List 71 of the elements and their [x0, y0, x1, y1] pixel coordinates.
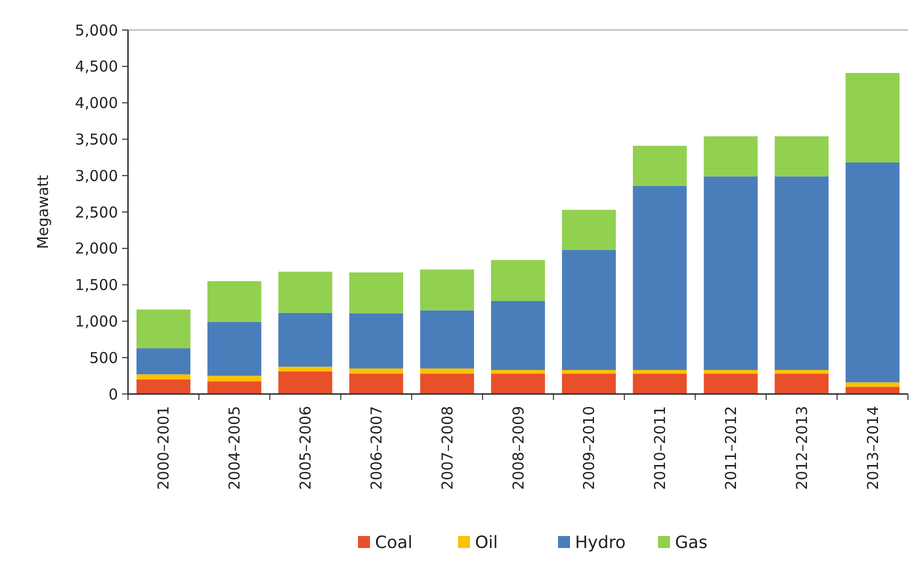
bar	[136, 310, 190, 348]
y-tick-label: 500	[89, 348, 118, 367]
bar	[278, 366, 332, 372]
y-tick-label: 1,000	[75, 312, 118, 330]
bar	[704, 374, 758, 394]
bar	[278, 312, 332, 367]
y-tick-label: 5,000	[75, 21, 118, 40]
x-tick-label: 2004–2005	[226, 406, 244, 490]
bar	[491, 300, 545, 370]
bar	[774, 136, 829, 176]
bar	[846, 382, 900, 387]
x-tick-label: 2011–2012	[722, 406, 740, 490]
bar	[349, 368, 404, 374]
x-tick-label: 2010–2011	[651, 406, 670, 490]
legend-label: Oil	[475, 533, 498, 553]
bar	[632, 374, 687, 394]
bar	[420, 374, 474, 394]
bar	[562, 374, 616, 394]
y-tick-label: 4,000	[75, 94, 118, 112]
bar	[704, 176, 758, 370]
x-tick-label: 2000–2001	[154, 406, 173, 490]
x-tick-label: 2013–2014	[864, 406, 882, 490]
bar	[278, 371, 332, 394]
y-tick-label: 3,000	[75, 166, 118, 185]
bar	[420, 368, 474, 374]
bar	[207, 381, 262, 394]
bar	[846, 386, 900, 394]
y-tick-label: 4,500	[75, 58, 118, 76]
bar	[632, 186, 687, 370]
y-tick-label: 3,500	[75, 130, 118, 148]
bar	[349, 313, 404, 369]
bar	[846, 162, 900, 382]
bar	[136, 379, 190, 394]
legend-label: Gas	[675, 533, 708, 553]
bar	[846, 72, 900, 162]
bar	[632, 146, 687, 186]
bar	[704, 136, 758, 176]
bar	[349, 272, 404, 314]
x-tick-label: 2012–2013	[792, 406, 811, 490]
x-tick-label: 2006–2007	[367, 406, 386, 490]
x-tick-label: 2005–2006	[296, 406, 315, 490]
bar	[491, 260, 545, 301]
bar	[136, 374, 190, 380]
x-tick-label: 2007–2008	[438, 406, 456, 490]
y-tick-label: 2,500	[75, 203, 118, 222]
bar	[136, 348, 190, 374]
bar	[562, 210, 616, 250]
bar	[562, 250, 616, 370]
bar	[562, 370, 616, 374]
x-tick-label: 2009–2010	[580, 406, 598, 490]
bar	[207, 281, 262, 322]
bar	[278, 272, 332, 313]
bar	[207, 376, 262, 382]
bar	[420, 270, 474, 310]
y-axis-title: Megawatt	[34, 174, 52, 250]
legend-label: Hydro	[575, 533, 626, 553]
y-tick-label: 2,000	[75, 240, 118, 258]
bar	[420, 310, 474, 369]
y-tick-label: 1,500	[75, 276, 118, 294]
bar	[774, 370, 829, 374]
legend-label: Coal	[375, 533, 412, 553]
bar	[491, 374, 545, 394]
y-tick-label: 0	[108, 385, 118, 404]
bar	[349, 374, 404, 394]
bar	[207, 322, 262, 376]
bar	[632, 370, 687, 374]
bar	[704, 370, 758, 374]
bar	[491, 370, 545, 374]
bar	[774, 176, 829, 370]
x-tick-label: 2008–2009	[509, 406, 528, 490]
bar	[774, 374, 829, 394]
